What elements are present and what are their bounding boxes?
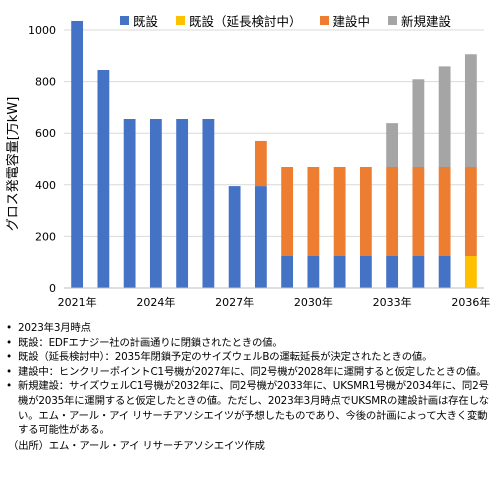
bar-segment [176, 119, 189, 288]
x-tick-labels: 2021年 2024年 2027年 2030年 2033年 2036年 [58, 295, 491, 309]
note-item: • 既設：EDFエナジー社の計画通りに閉鎖されたときの値。 [6, 336, 496, 351]
bar-segment [333, 256, 346, 288]
bullet-icon: • [6, 322, 12, 334]
bar-segment [438, 256, 451, 288]
bar-segment [281, 166, 294, 257]
legend-label: 既設（延長検討中） [189, 13, 302, 29]
bar-segment [359, 256, 372, 288]
legend-item: 建設中 [319, 11, 371, 30]
bullet-icon: • [6, 336, 12, 349]
bar-segment [333, 166, 346, 257]
legend-item: 既設（延長検討中） [176, 11, 302, 30]
bar-segment [464, 54, 477, 167]
bar-segment [386, 256, 399, 288]
note-text: 建設中：ヒンクリーポイントC1号機が2027年に、同2号機が2028年に運開する… [18, 365, 487, 378]
bar-segment [438, 66, 451, 167]
bars [71, 20, 477, 289]
bar-segment [228, 186, 241, 288]
bar-segment [386, 123, 399, 167]
y-tick-label: 1000 [28, 24, 56, 37]
y-axis-label: グロス発電容量[万kW] [5, 97, 21, 232]
x-tick-label: 2030年 [294, 295, 333, 309]
y-tick-label: 400 [35, 179, 56, 192]
bullet-icon: • [6, 351, 12, 364]
bar-segment [412, 166, 425, 257]
y-tick-label: 800 [35, 76, 56, 89]
bar-segment [464, 166, 477, 257]
note-text: 新規建設：サイズウェルC1号機が2032年に、同2号機が2033年に、UKSMR… [18, 380, 489, 437]
x-tick-label: 2036年 [451, 295, 490, 309]
notes-list: • 2023年3月時点 • 既設：EDFエナジー社の計画通りに閉鎖されたときの値。 • 既… [6, 321, 496, 438]
legend-swatch [388, 15, 398, 25]
y-tick-label: 600 [35, 127, 56, 140]
bar-segment [359, 166, 372, 257]
x-tick-label: 2033年 [373, 295, 412, 309]
note-text: 2023年3月時点 [18, 322, 91, 334]
legend-swatch [120, 15, 129, 25]
x-tick-label: 2027年 [215, 295, 254, 309]
y-tick-label: 0 [49, 282, 56, 295]
bullet-icon: • [6, 365, 12, 378]
bar-segment [71, 20, 84, 288]
note-text: 既設（延長検討中）：2035年閉鎖予定のサイズウェルBの運転延長が決定されたとき… [18, 351, 433, 364]
source-text: （出所）エム・アール・アイ リサーチアソシエイツ作成 [8, 439, 265, 452]
legend: 既設 既設（延長検討中） 建設中 新規建設 [120, 10, 490, 30]
bar-segment [412, 256, 425, 288]
notes: • 2023年3月時点 • 既設：EDFエナジー社の計画通りに閉鎖されたときの値。 • 既… [6, 321, 496, 453]
bar-segment [202, 119, 215, 288]
y-tick-labels: 0 200 400 600 800 1000 [28, 24, 56, 295]
legend-item: 既設 [120, 11, 158, 30]
bar-segment [412, 79, 425, 167]
x-tick-label: 2024年 [136, 295, 175, 309]
bar-segment [307, 256, 320, 288]
note-text: 既設：EDFエナジー社の計画通りに閉鎖されたときの値。 [18, 336, 283, 349]
bar-segment [281, 256, 294, 288]
bar-segment [149, 119, 162, 288]
legend-item: 新規建設 [388, 11, 451, 30]
bullet-icon: • [6, 380, 12, 393]
bar-segment [307, 166, 320, 257]
legend-label: 建設中 [332, 13, 371, 29]
note-item: • 既設（延長検討中）：2035年閉鎖予定のサイズウェルBの運転延長が決定されたと… [6, 350, 496, 365]
legend-swatch [319, 15, 329, 25]
bar-segment [464, 256, 477, 288]
note-item: • 2023年3月時点 [6, 321, 496, 336]
note-item: • 新規建設：サイズウェルC1号機が2032年に、同2号機が2033年に、UKSM… [6, 379, 496, 437]
legend-swatch [176, 15, 186, 25]
bar-segment [97, 69, 110, 289]
bar-segment [438, 166, 451, 257]
y-tick-label: 200 [35, 230, 56, 243]
bar-segment [386, 166, 399, 257]
note-item: • 建設中：ヒンクリーポイントC1号機が2027年に、同2号機が2028年に運開す… [6, 365, 496, 380]
bar-segment [254, 140, 267, 187]
legend-label: 既設 [133, 13, 159, 29]
x-tick-label: 2021年 [58, 295, 97, 309]
bar-segment [254, 186, 267, 288]
legend-label: 新規建設 [401, 13, 452, 29]
bar-segment [123, 119, 136, 288]
